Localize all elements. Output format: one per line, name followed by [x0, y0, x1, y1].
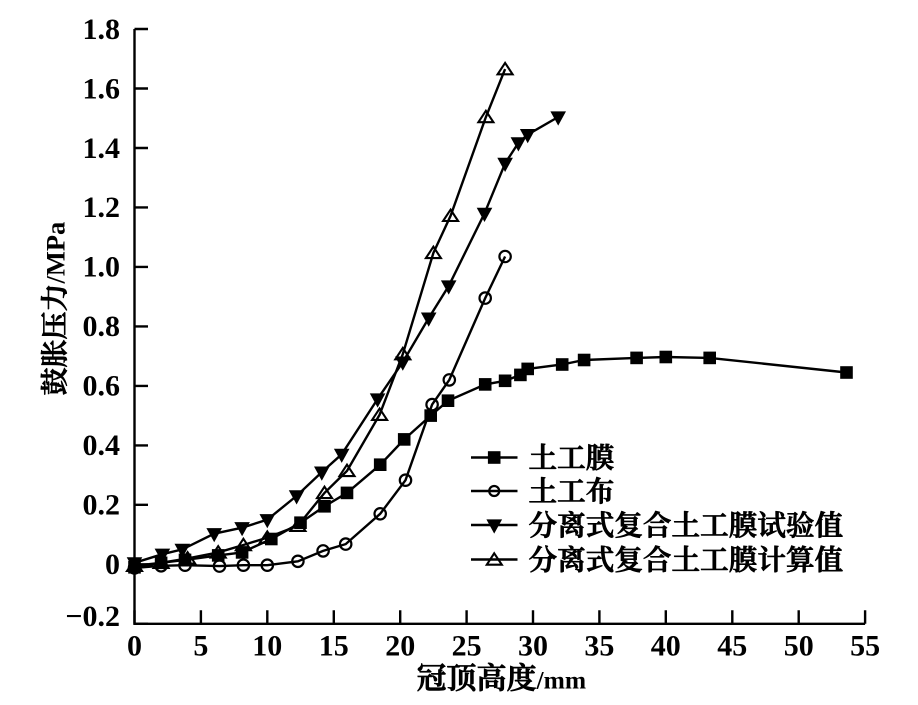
- svg-text:35: 35: [584, 630, 614, 663]
- svg-text:1.0: 1.0: [83, 251, 121, 284]
- svg-text:−0.2: −0.2: [65, 600, 120, 633]
- svg-text:0.4: 0.4: [83, 429, 121, 462]
- svg-text:30: 30: [518, 630, 548, 663]
- svg-text:45: 45: [717, 630, 747, 663]
- svg-text:1.4: 1.4: [83, 132, 121, 165]
- svg-text:/mm: /mm: [536, 666, 587, 695]
- svg-text:25: 25: [452, 630, 482, 663]
- svg-text:50: 50: [784, 630, 814, 663]
- svg-text:1.6: 1.6: [83, 72, 121, 105]
- svg-text:0.2: 0.2: [83, 489, 121, 522]
- svg-text:0.8: 0.8: [83, 310, 121, 343]
- svg-text:15: 15: [319, 630, 349, 663]
- svg-text:1.2: 1.2: [83, 191, 121, 224]
- svg-text:1.8: 1.8: [83, 13, 121, 46]
- svg-text:40: 40: [651, 630, 681, 663]
- svg-text:55: 55: [850, 630, 880, 663]
- svg-text:5: 5: [193, 630, 208, 663]
- svg-text:20: 20: [385, 630, 415, 663]
- svg-text:0: 0: [127, 630, 142, 663]
- svg-text:/MPa: /MPa: [41, 222, 71, 285]
- svg-text:0: 0: [105, 548, 120, 581]
- svg-text:10: 10: [252, 630, 282, 663]
- svg-text:0.6: 0.6: [83, 370, 121, 403]
